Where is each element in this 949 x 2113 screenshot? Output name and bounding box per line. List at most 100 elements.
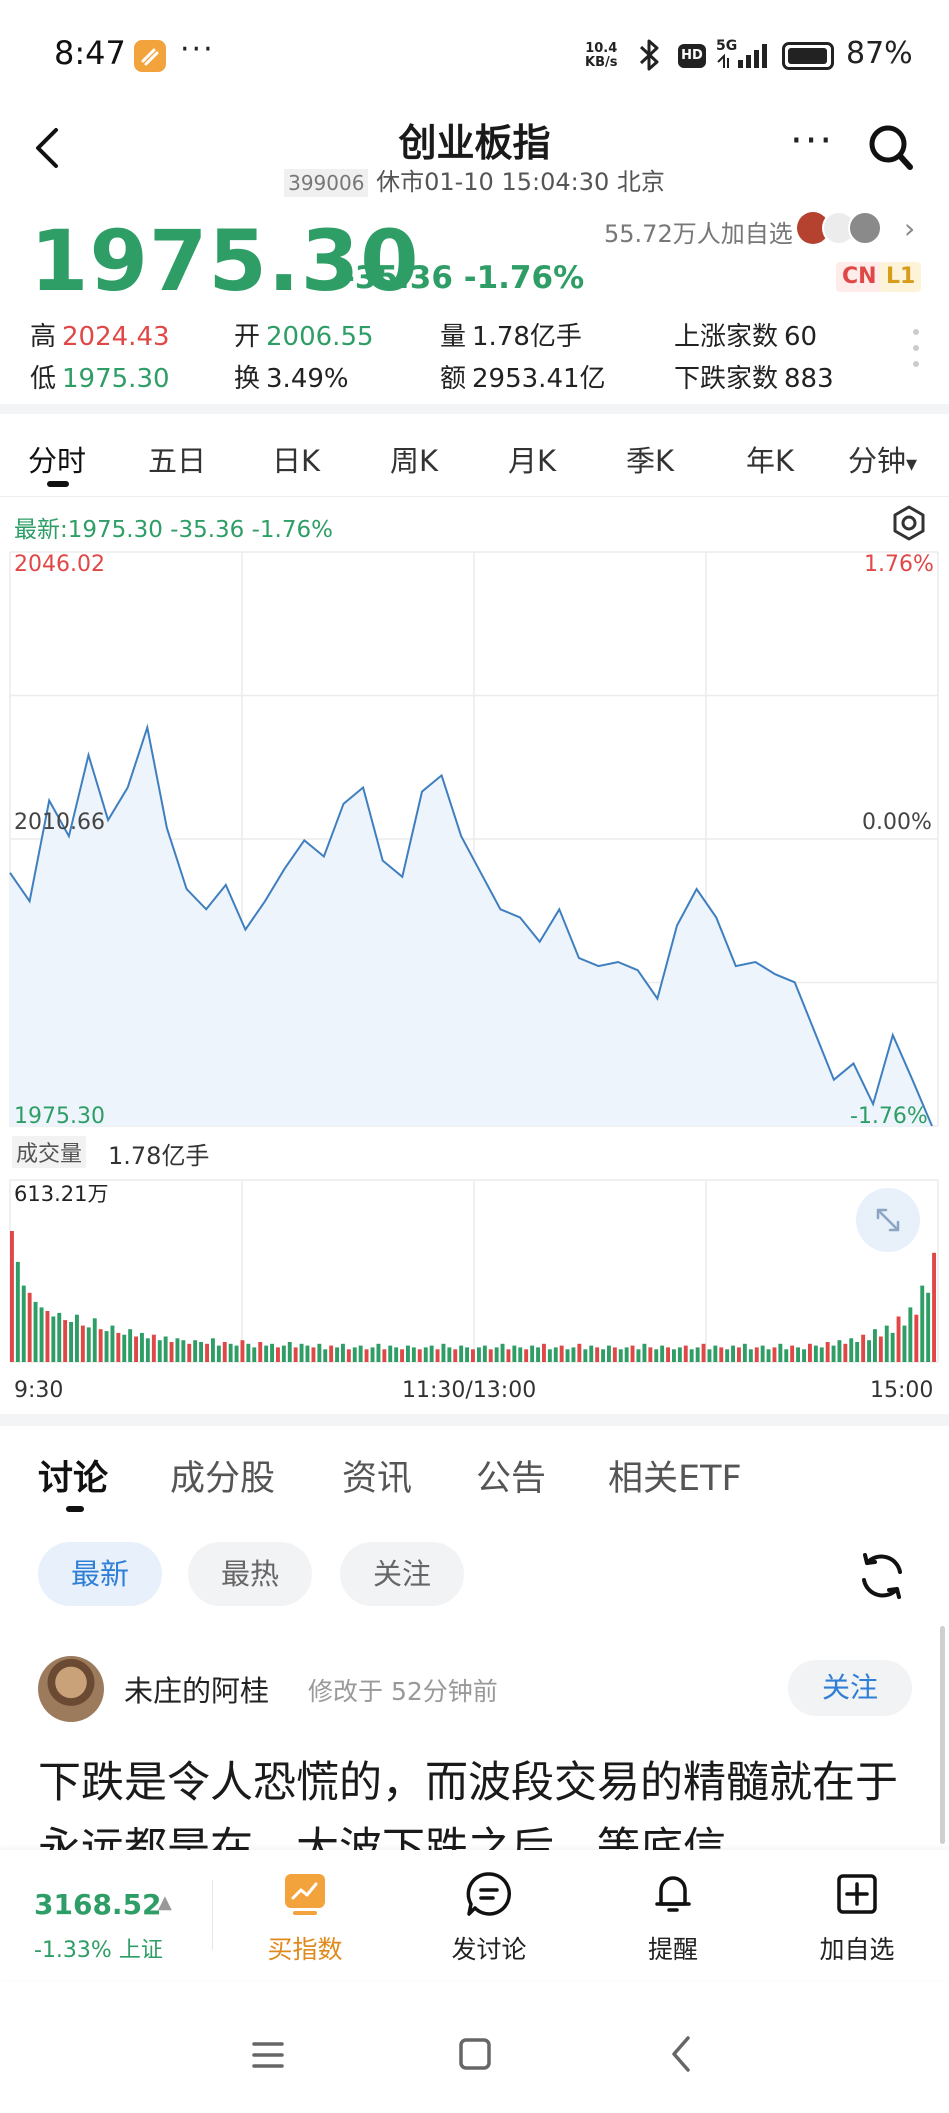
volume-bar: [742, 1343, 747, 1362]
volume-bar: [524, 1349, 529, 1362]
scrollbar[interactable]: [940, 1626, 945, 1844]
tab-quarterly-k[interactable]: 季K: [626, 444, 675, 478]
volume-bar: [299, 1343, 304, 1362]
follow-button[interactable]: 关注: [788, 1660, 912, 1716]
caret-up-icon[interactable]: ▲: [158, 1892, 172, 1913]
volume-bar: [719, 1347, 724, 1362]
volume-bar: [920, 1285, 925, 1362]
chat-icon: [465, 1870, 513, 1918]
stat-low: 低 1975.30: [30, 364, 170, 394]
tab-news[interactable]: 资讯: [342, 1459, 413, 1499]
volume-bar: [447, 1347, 452, 1362]
volume-bar: [116, 1332, 121, 1362]
volume-bar: [423, 1347, 428, 1362]
volume-bar: [63, 1320, 68, 1362]
filter-hottest[interactable]: 最热: [188, 1542, 312, 1606]
volume-bar: [134, 1336, 138, 1362]
volume-bar: [252, 1347, 257, 1362]
volume-bar: [346, 1349, 351, 1362]
tab-monthly-k[interactable]: 月K: [508, 444, 557, 478]
add-watchlist-button[interactable]: 加自选: [792, 1870, 922, 1970]
chart-settings-icon[interactable]: [890, 504, 928, 542]
more-button[interactable]: ···: [790, 118, 835, 164]
volume-bar: [731, 1345, 735, 1362]
cn-badge: CN: [836, 262, 883, 292]
volume-bar: [205, 1343, 209, 1362]
expand-stats-icon[interactable]: [910, 326, 922, 370]
tab-intraday[interactable]: 分时: [28, 444, 87, 478]
tab-related-etf[interactable]: 相关ETF: [608, 1459, 742, 1499]
signal-icon: 5G: [716, 38, 774, 72]
post-time: 修改于 52分钟前: [308, 1677, 498, 1706]
follower-avatars[interactable]: [795, 210, 885, 246]
y-label-top: 2046.02: [14, 552, 105, 577]
active-tab-indicator: [66, 1506, 84, 1512]
tab-weekly-k[interactable]: 周K: [390, 444, 439, 478]
filter-following[interactable]: 关注: [340, 1542, 464, 1606]
volume-bar: [370, 1347, 375, 1362]
price-area: [10, 727, 932, 1126]
bluetooth-icon: [638, 38, 662, 79]
volume-bar: [228, 1343, 233, 1362]
volume-bar: [737, 1347, 741, 1362]
tab-minute[interactable]: 分钟▾: [848, 444, 918, 478]
tab-daily-k[interactable]: 日K: [272, 444, 321, 478]
volume-bar: [831, 1345, 836, 1362]
volume-bar: [778, 1343, 783, 1362]
author-avatar[interactable]: [38, 1656, 104, 1722]
stat-volume: 量 1.78亿手: [440, 322, 582, 352]
back-button[interactable]: [28, 124, 68, 172]
tab-constituents[interactable]: 成分股: [170, 1459, 276, 1499]
volume-bar: [589, 1345, 594, 1362]
post-discussion-button[interactable]: 发讨论: [424, 1870, 554, 1970]
tab-five-day[interactable]: 五日: [148, 444, 207, 478]
shanghai-index-change[interactable]: -1.33% 上证: [34, 1938, 163, 1963]
volume-bar: [689, 1349, 694, 1362]
volume-bar: [122, 1334, 127, 1362]
back-nav-button[interactable]: [652, 2030, 712, 2080]
y-label-mid: 2010.66: [14, 810, 105, 835]
volume-bar: [601, 1349, 605, 1362]
volume-bar: [784, 1349, 789, 1362]
volume-bar: [311, 1347, 316, 1362]
tab-announcements[interactable]: 公告: [476, 1459, 547, 1499]
volume-bar: [825, 1342, 830, 1362]
followers-count[interactable]: 55.72万人加自选: [604, 220, 793, 248]
author-name[interactable]: 未庄的阿桂: [124, 1674, 270, 1708]
status-bar: 8:47 ··· 10.4 KB/s HD 5G 87%: [0, 0, 949, 110]
volume-bar: [388, 1345, 393, 1362]
volume-bar: [607, 1345, 611, 1362]
home-nav-button[interactable]: [444, 2030, 504, 2080]
shanghai-index-value[interactable]: 3168.52: [34, 1888, 162, 1921]
volume-bar: [341, 1343, 345, 1362]
tab-discussion[interactable]: 讨论: [38, 1459, 109, 1499]
expand-chart-button[interactable]: [856, 1188, 920, 1252]
refresh-icon[interactable]: [856, 1550, 908, 1602]
bell-icon: [649, 1870, 697, 1918]
chevron-right-icon[interactable]: ›: [904, 212, 916, 245]
volume-bar: [169, 1342, 174, 1362]
volume-bar: [725, 1349, 730, 1362]
market-status: 399006 休市01-10 15:04:30 北京: [0, 162, 949, 197]
pct-label-top: 1.76%: [864, 552, 934, 577]
buy-index-button[interactable]: 买指数: [240, 1870, 370, 1970]
menu-nav-button[interactable]: [238, 2030, 298, 2080]
post-text[interactable]: 下跌是令人恐慌的，而波段交易的精髓就在于永远都是在，大波下跌之后，等底信: [38, 1758, 898, 1850]
pct-label-mid: 0.00%: [862, 810, 932, 835]
volume-bars: [10, 1231, 936, 1362]
hd-voice-icon: HD: [678, 44, 706, 68]
filter-latest[interactable]: 最新: [38, 1542, 162, 1606]
volume-bar: [843, 1343, 848, 1362]
volume-bar: [796, 1347, 800, 1362]
volume-bar: [110, 1325, 115, 1362]
volume-bar: [932, 1252, 936, 1362]
volume-bar: [802, 1349, 806, 1362]
current-price: 1975.30: [30, 212, 420, 310]
volume-label: 成交量: [12, 1136, 87, 1168]
alert-button[interactable]: 提醒: [608, 1870, 738, 1970]
volume-bar: [453, 1349, 458, 1362]
tab-yearly-k[interactable]: 年K: [746, 444, 795, 478]
volume-bar: [145, 1338, 150, 1362]
volume-bar: [358, 1345, 363, 1362]
search-button[interactable]: [866, 122, 916, 174]
